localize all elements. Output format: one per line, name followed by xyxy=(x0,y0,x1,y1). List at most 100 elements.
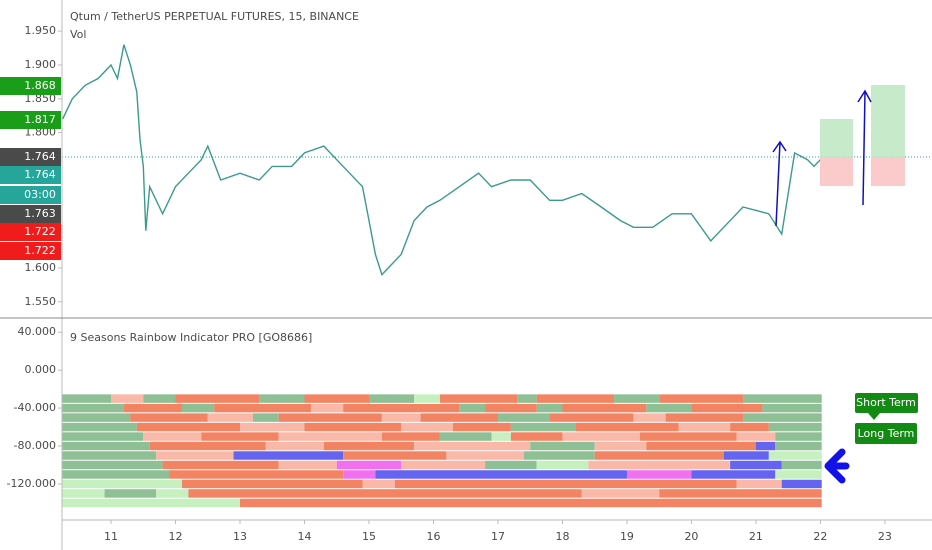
ribbon-segment xyxy=(401,460,486,470)
x-tick-label: 20 xyxy=(684,530,698,543)
ribbon-segment xyxy=(536,394,615,403)
ribbon-segment xyxy=(62,470,170,479)
arrow xyxy=(857,89,872,206)
ribbon-segment xyxy=(775,441,822,451)
stop-zone xyxy=(871,157,905,186)
ribbon-segment xyxy=(768,422,822,432)
x-tick-label: 16 xyxy=(426,530,440,543)
ribbon-segment xyxy=(188,489,582,498)
y-tick-label: -40.000 xyxy=(14,401,56,414)
y-tick-label: -120.000 xyxy=(7,477,56,490)
ribbon-segment xyxy=(736,479,782,489)
ribbon-segment xyxy=(201,432,279,441)
ribbon-segment xyxy=(549,413,634,422)
ribbon-segment xyxy=(259,394,305,403)
ribbon-segment xyxy=(678,422,731,432)
ribbon-segment xyxy=(278,413,382,422)
ribbon-segment xyxy=(691,403,763,413)
ribbon-segment xyxy=(762,403,822,413)
ribbon-segment xyxy=(588,460,731,470)
ribbon-segment xyxy=(594,441,647,451)
y-tick-label: 0.000 xyxy=(25,363,57,376)
y-tick-label: 1.550 xyxy=(25,295,57,308)
ribbon-segment xyxy=(169,470,344,479)
ribbon-segment xyxy=(278,460,337,470)
x-tick-label: 21 xyxy=(749,530,763,543)
ribbon-segment xyxy=(278,432,382,441)
ribbon-segment xyxy=(401,422,453,432)
pointer xyxy=(868,413,880,420)
ribbon-segment xyxy=(730,422,769,432)
ribbon-segment xyxy=(62,403,124,413)
ribbon-segment xyxy=(781,479,822,489)
ribbon-segment xyxy=(375,470,627,479)
ribbon-segment xyxy=(156,489,189,498)
ribbon-segment xyxy=(768,451,822,460)
ribbon-segment xyxy=(743,413,822,422)
price-tag xyxy=(0,77,61,95)
ribbon-segment xyxy=(485,403,537,413)
ribbon-segment xyxy=(575,422,679,432)
ribbon-segment xyxy=(130,413,208,422)
ribbon-segment xyxy=(304,422,402,432)
ribbon-segment xyxy=(775,432,822,441)
ribbon-segment xyxy=(646,403,692,413)
ribbon-segment xyxy=(723,451,769,460)
target-zone xyxy=(871,85,905,157)
x-tick-label: 17 xyxy=(491,530,505,543)
ribbon-segment xyxy=(581,489,660,498)
ribbon-segment xyxy=(265,441,324,451)
long-term-arrow xyxy=(824,448,850,484)
stop-zone xyxy=(820,157,853,186)
price-tag-label: 1.817 xyxy=(24,113,56,126)
x-tick-label: 12 xyxy=(169,530,183,543)
ribbon-segment xyxy=(633,413,666,422)
ribbon-segment xyxy=(736,432,776,441)
x-tick-label: 18 xyxy=(555,530,569,543)
y-tick-label: -80.000 xyxy=(14,439,56,452)
ribbon-segment xyxy=(181,403,215,413)
ribbon-segment xyxy=(123,403,182,413)
ribbon-segment xyxy=(781,460,822,470)
y-tick-label: 1.600 xyxy=(25,261,57,274)
price-tag-label: 03:00 xyxy=(24,188,56,201)
x-tick-label: 13 xyxy=(233,530,247,543)
ribbon-segment xyxy=(62,413,131,422)
ribbon-segment xyxy=(659,394,744,403)
ribbon-segment xyxy=(452,422,511,432)
ribbon-segment xyxy=(323,441,415,451)
x-tick-label: 22 xyxy=(813,530,827,543)
ribbon-segment xyxy=(207,413,253,422)
ribbon-segment xyxy=(523,451,595,460)
price-tag xyxy=(0,111,61,129)
ribbon-segment xyxy=(755,441,776,451)
ribbon-segment xyxy=(214,403,311,413)
ribbon-segment xyxy=(233,451,344,460)
ribbon-segment xyxy=(111,394,144,403)
ribbon-segment xyxy=(336,460,402,470)
y-tick-label: 1.950 xyxy=(25,24,57,37)
ribbon-segment xyxy=(639,432,737,441)
ribbon-segment xyxy=(530,441,595,451)
price-tag xyxy=(0,148,61,166)
ribbon-segment xyxy=(343,470,376,479)
ribbon-segment xyxy=(62,479,182,489)
ribbon-segment xyxy=(362,479,395,489)
ribbon-segment xyxy=(646,441,756,451)
ribbon-segment xyxy=(459,403,486,413)
ribbon-segment xyxy=(536,403,563,413)
ribbon-segment xyxy=(343,451,447,460)
price-tag xyxy=(0,166,61,184)
ribbon-segment xyxy=(304,394,369,403)
price-tag-label: 1.722 xyxy=(24,225,56,238)
price-line xyxy=(61,44,821,277)
target-zone xyxy=(820,119,853,157)
ribbon-segment xyxy=(394,479,737,489)
ribbon-segment xyxy=(497,413,550,422)
price-tag-label: 1.764 xyxy=(24,150,56,163)
ribbon-segment xyxy=(510,432,563,441)
ribbon-segment xyxy=(162,460,279,470)
ribbon-segment xyxy=(343,403,460,413)
note-box xyxy=(855,423,917,444)
